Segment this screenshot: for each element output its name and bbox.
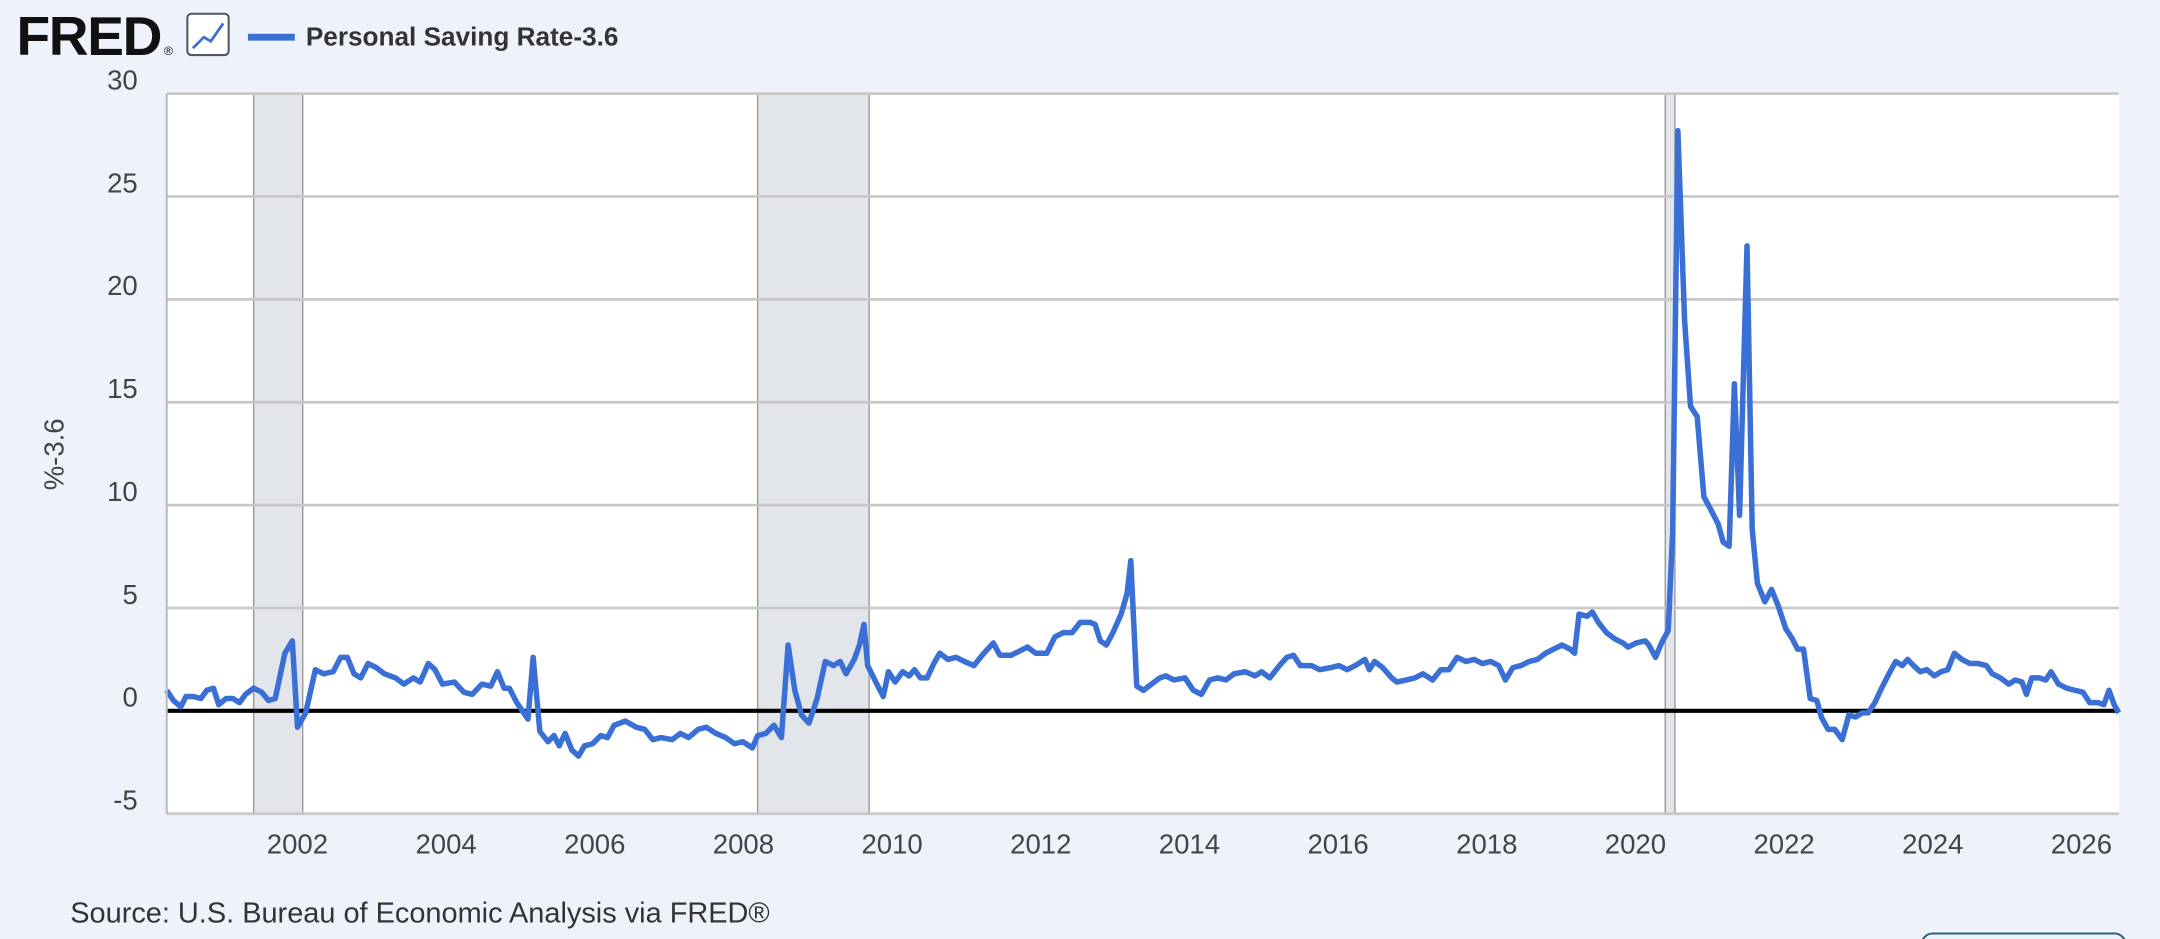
y-tick-label: 20 bbox=[107, 270, 138, 301]
x-tick-label: 2022 bbox=[1753, 829, 1814, 860]
button-edge[interactable] bbox=[1921, 932, 2126, 939]
x-tick-label: 2012 bbox=[1010, 829, 1071, 860]
x-tick-label: 2006 bbox=[564, 829, 625, 860]
x-tick-label: 2010 bbox=[861, 829, 922, 860]
x-tick-label: 2026 bbox=[2051, 829, 2112, 860]
x-tick-label: 2020 bbox=[1605, 829, 1666, 860]
chart-icon[interactable] bbox=[186, 12, 230, 57]
y-tick-label: 25 bbox=[107, 167, 138, 198]
recession-band bbox=[756, 92, 870, 815]
logo-mark: ® bbox=[164, 44, 173, 58]
y-tick-label: -5 bbox=[113, 785, 137, 816]
logo: FRED bbox=[17, 5, 161, 67]
plot-area bbox=[166, 93, 2119, 814]
legend-label: Personal Saving Rate-3.6 bbox=[306, 21, 619, 51]
x-tick-label: 2008 bbox=[713, 829, 774, 860]
series-line bbox=[164, 127, 2122, 759]
x-tick-label: 2004 bbox=[415, 829, 476, 860]
x-tick-label: 2018 bbox=[1456, 829, 1517, 860]
x-tick-label: 2016 bbox=[1307, 829, 1368, 860]
y-tick-label: 30 bbox=[107, 65, 138, 96]
x-tick-label: 2002 bbox=[267, 829, 328, 860]
y-tick-label: 15 bbox=[107, 373, 138, 404]
x-tick-label: 2024 bbox=[1902, 829, 1963, 860]
y-tick-label: 5 bbox=[122, 579, 137, 610]
source: Source: U.S. Bureau of Economic Analysis… bbox=[70, 897, 769, 929]
y-tick-label: 0 bbox=[122, 682, 137, 713]
y-tick-label: 10 bbox=[107, 476, 138, 507]
x-tick-label: 2014 bbox=[1159, 829, 1220, 860]
y-axis-label: %-3.6 bbox=[38, 418, 69, 490]
chart-icon-line[interactable] bbox=[191, 22, 225, 50]
